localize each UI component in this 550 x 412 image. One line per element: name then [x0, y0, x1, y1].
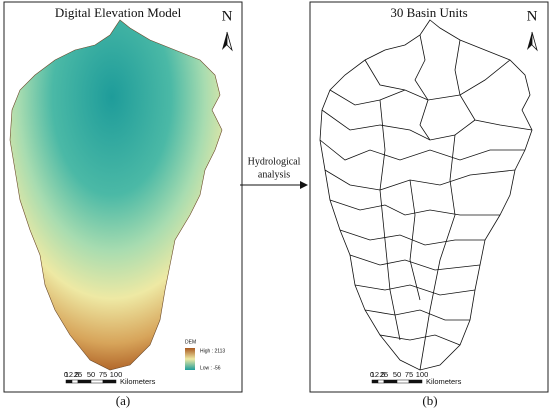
panel-title: Digital Elevation Model — [55, 5, 182, 20]
panel-frame — [309, 1, 549, 393]
scale-segment — [102, 379, 117, 384]
scale-label: 50 — [87, 370, 95, 379]
north-label: N — [222, 8, 233, 24]
scale-label: 12.5 — [371, 370, 386, 379]
north-arrow: N — [222, 8, 233, 52]
panel-frame — [3, 1, 243, 393]
scale-label: 75 — [99, 370, 107, 379]
legend-high: High : 2113 — [200, 348, 225, 354]
scale-label: 75 — [405, 370, 413, 379]
scale-label: 0 — [370, 370, 374, 379]
scale-segment — [90, 379, 104, 384]
legend-ramp — [185, 348, 195, 370]
scale-segment — [377, 379, 385, 384]
scale-segment — [371, 379, 379, 384]
legend: DEM High : 2113 Low : -56 — [185, 339, 225, 371]
arrow-head — [300, 181, 308, 189]
panel-title: 30 Basin Units — [390, 5, 467, 20]
scale-unit: Kilometers — [426, 377, 462, 386]
scale-segment — [71, 379, 79, 384]
scale-segment — [65, 379, 73, 384]
scale-segment — [408, 379, 423, 384]
scale-unit: Kilometers — [120, 377, 156, 386]
caption: (a) — [116, 393, 130, 408]
basin-map — [319, 19, 533, 371]
dem-map — [9, 19, 223, 371]
north-arrow: N — [527, 8, 538, 52]
scale-segment — [396, 379, 410, 384]
scale-label: 100 — [110, 370, 123, 379]
legend-low: Low : -56 — [200, 365, 221, 371]
arrow-label: analysis — [258, 169, 290, 180]
scale-label: 12.5 — [65, 370, 80, 379]
scale-label: 0 — [64, 370, 68, 379]
caption: (b) — [422, 393, 437, 408]
scale-label: 50 — [393, 370, 401, 379]
scale-segment — [383, 379, 398, 384]
scale-label: 25 — [74, 370, 82, 379]
legend-title: DEM — [185, 339, 196, 345]
north-label: N — [527, 8, 538, 24]
scale-label: 25 — [380, 370, 388, 379]
scale-segment — [77, 379, 92, 384]
scale-label: 100 — [416, 370, 429, 379]
arrow-label: Hydrological — [248, 156, 301, 167]
